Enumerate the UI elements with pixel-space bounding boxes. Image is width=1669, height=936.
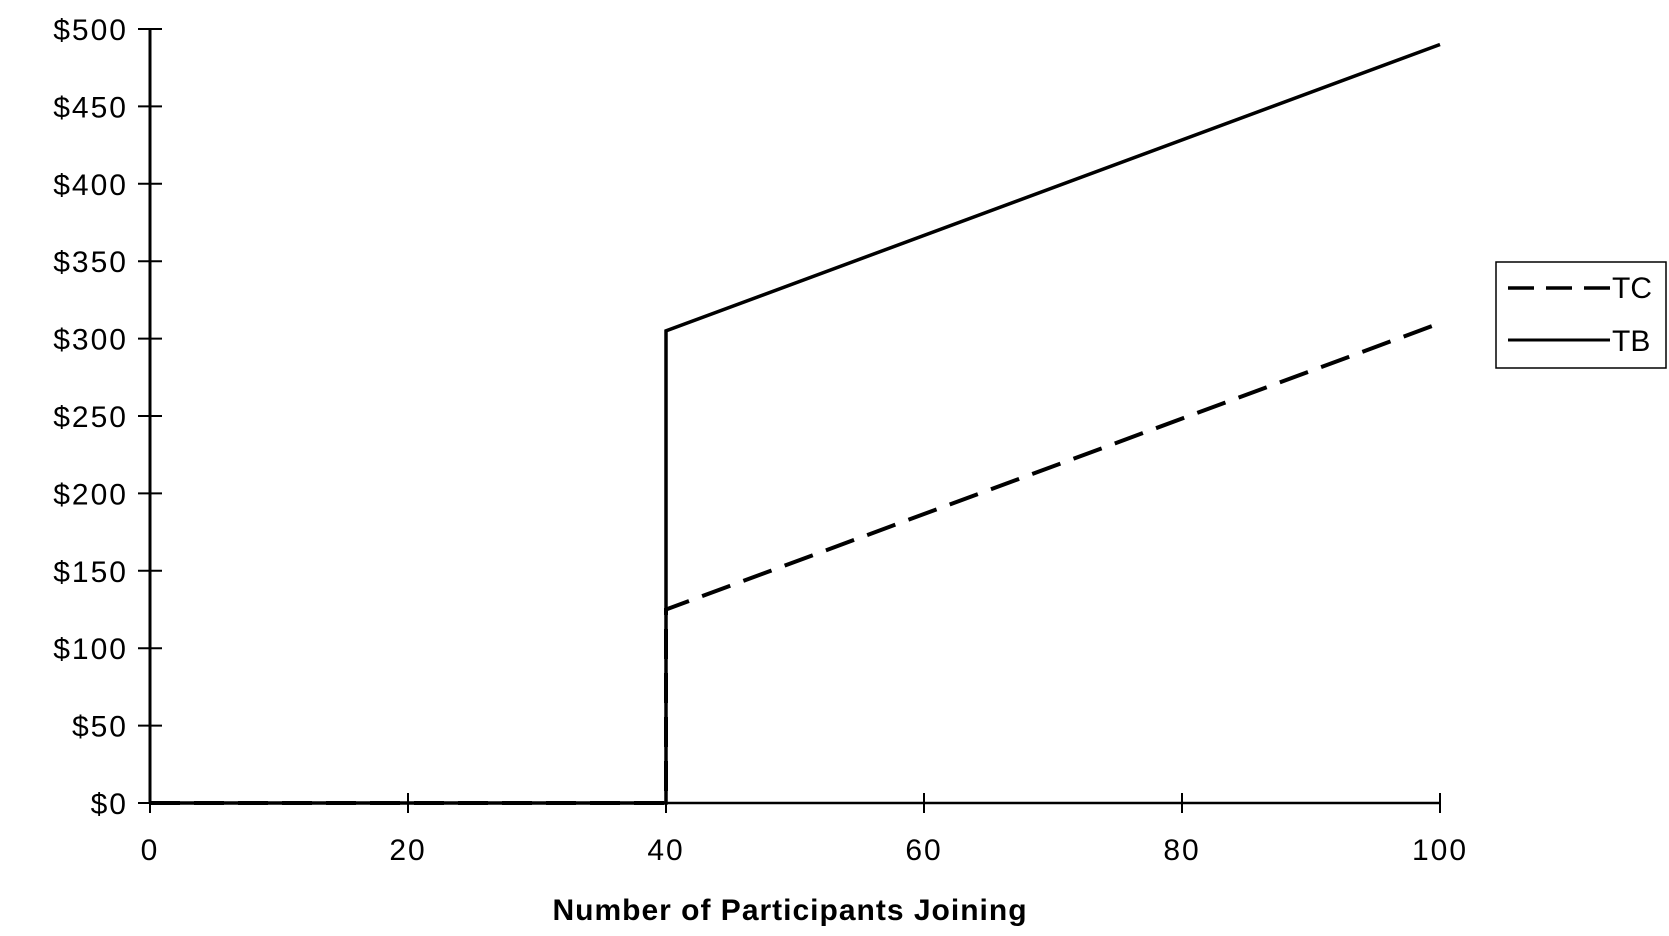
- x-tick-label: 60: [905, 834, 942, 867]
- y-tick-label: $100: [53, 633, 128, 666]
- legend-label-tc: TC: [1612, 272, 1652, 305]
- y-tick-label: $150: [53, 556, 128, 589]
- x-tick-label: 40: [647, 834, 684, 867]
- series-layer: [150, 42, 1441, 805]
- series-line-tb: [150, 42, 1441, 805]
- x-tick-label: 20: [389, 834, 426, 867]
- x-tick-label: 0: [141, 834, 160, 867]
- legend-label-tb: TB: [1612, 325, 1650, 358]
- y-tick-label: $500: [53, 14, 128, 47]
- y-tick-label: $50: [72, 711, 128, 744]
- y-tick-label: $400: [53, 169, 128, 202]
- y-tick-label: $250: [53, 401, 128, 434]
- legend-box: [1495, 261, 1667, 369]
- x-tick-label: 100: [1412, 834, 1468, 867]
- y-tick-label: $450: [53, 91, 128, 124]
- y-tick-label: $0: [91, 788, 128, 821]
- y-tick-label: $200: [53, 478, 128, 511]
- y-tick-label: $300: [53, 324, 128, 357]
- x-axis-title: Number of Participants Joining: [552, 894, 1027, 927]
- legend: TC TB: [1495, 261, 1667, 369]
- y-tick-label: $350: [53, 246, 128, 279]
- series-line-tc: [150, 321, 1441, 805]
- axes: $0 $50 $100 $150 $200 $250 $300 $350 $400 $450 $50…: [53, 14, 1468, 867]
- x-tick-label: 80: [1163, 834, 1200, 867]
